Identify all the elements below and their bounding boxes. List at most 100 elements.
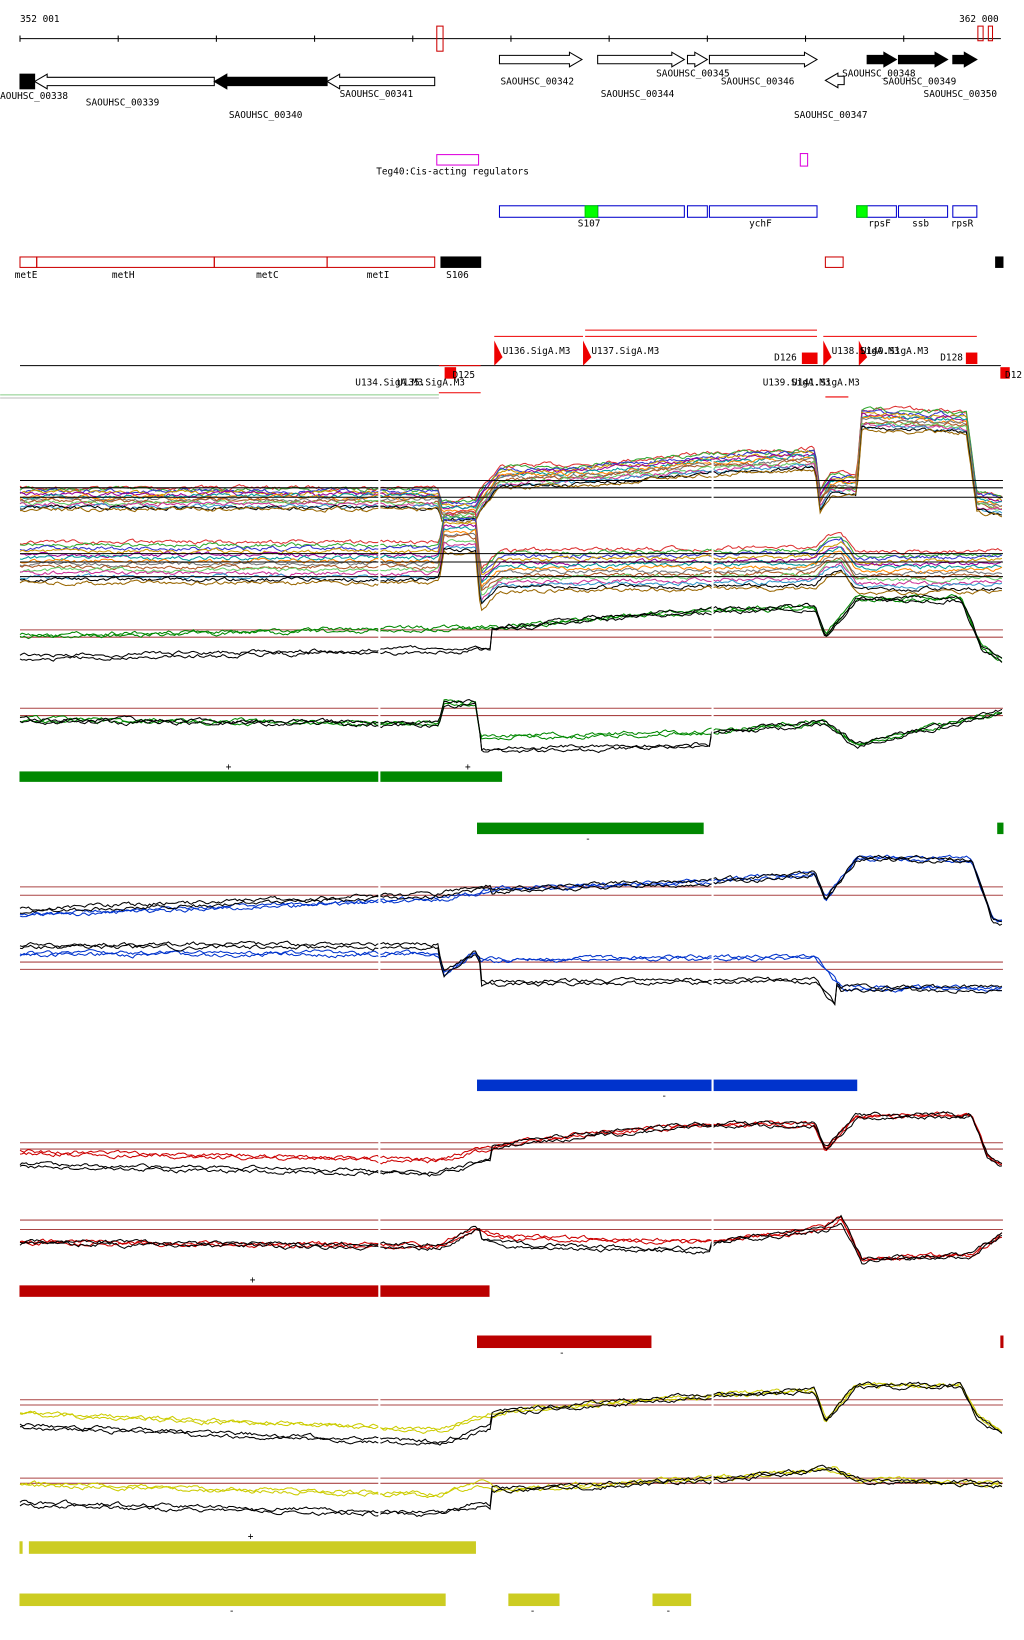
expression-trace <box>19 405 1003 504</box>
tss-flag <box>494 340 503 366</box>
tss-label: U134.SigA.M3 <box>355 377 423 388</box>
operon <box>326 256 436 268</box>
operon-label: metE <box>15 270 38 281</box>
expression-trace <box>19 854 1002 923</box>
bar <box>997 822 1004 835</box>
tss-box <box>444 367 457 379</box>
operon <box>213 256 328 268</box>
strand-sign: - <box>229 1606 235 1617</box>
expression-trace <box>19 940 1003 1006</box>
bar <box>19 1593 446 1607</box>
tss-box <box>801 352 818 365</box>
bar <box>477 1335 652 1349</box>
expression-trace <box>19 1464 1003 1514</box>
tss-box <box>1000 367 1010 379</box>
tss-label: U137.SigA.M3 <box>591 346 659 357</box>
operon-label: ychF <box>749 219 772 230</box>
strand-sign: + <box>465 762 471 773</box>
tss-label: U141.SigA.M3 <box>792 377 860 388</box>
operon-label: ssb <box>912 219 929 230</box>
strand-sign: - <box>666 1606 672 1617</box>
operon <box>686 205 708 218</box>
operon-label: rpsF <box>868 219 891 230</box>
operon-label: metI <box>367 270 390 281</box>
operon-label: metC <box>256 270 279 281</box>
expression-trace <box>19 547 1003 605</box>
expression-trace <box>19 943 1002 1006</box>
expression-trace <box>19 417 1003 515</box>
expression-trace <box>19 521 1003 575</box>
tss-flag <box>858 340 868 366</box>
gene-arrow <box>866 51 898 68</box>
gene-arrow <box>33 73 215 90</box>
gene-arrow <box>824 72 845 89</box>
bar <box>477 822 704 835</box>
expression-trace <box>19 702 1003 745</box>
gene-arrow <box>597 51 686 68</box>
expression-trace <box>19 533 1003 592</box>
strand-sign: - <box>661 1091 667 1102</box>
bar <box>477 1079 858 1092</box>
gene-label: SAOUHSC_00347 <box>794 110 868 121</box>
operon <box>995 256 1004 268</box>
bar <box>28 1541 476 1554</box>
operon <box>597 205 685 218</box>
operon-start <box>584 205 599 218</box>
operon <box>897 205 949 218</box>
expression-trace <box>19 422 1002 521</box>
expression-trace <box>19 1111 1003 1175</box>
operon <box>824 256 844 268</box>
expression-trace <box>19 514 1003 574</box>
gene-label: SAOUHSC_00346 <box>721 77 795 88</box>
gene-arrow <box>686 51 709 68</box>
expression-trace <box>19 1467 1003 1518</box>
bar <box>19 1541 23 1554</box>
gene-arrow <box>326 73 436 90</box>
expression-trace <box>19 545 1003 603</box>
marker <box>436 25 444 52</box>
ruler-label: 362 000 <box>959 14 999 25</box>
expression-trace <box>19 411 1003 508</box>
bar <box>1000 1335 1004 1349</box>
expression-trace <box>19 517 1003 574</box>
expression-trace <box>19 525 1003 584</box>
strand-sign: - <box>530 1606 536 1617</box>
tss-flag <box>583 340 592 366</box>
bar <box>19 1285 490 1297</box>
tss-label: U135.SigA.M3 <box>397 377 465 388</box>
gene-label: SAOUHSC_00340 <box>229 110 303 121</box>
bar <box>19 771 503 782</box>
regulator <box>799 153 809 167</box>
operon <box>19 256 38 268</box>
expression-trace <box>19 509 1002 571</box>
tss-box <box>965 352 978 365</box>
gene <box>19 73 36 90</box>
operon-start <box>856 205 868 218</box>
tss-label: D128 <box>940 352 963 363</box>
expression-trace <box>19 950 1003 993</box>
expression-trace <box>19 541 1003 602</box>
expression-trace <box>19 1216 1003 1262</box>
marker <box>977 25 984 42</box>
operon <box>952 205 978 218</box>
expression-trace <box>19 1222 1003 1265</box>
strand-sign: - <box>585 834 591 845</box>
strand-sign: - <box>559 1348 565 1359</box>
tss-label: U140.SigA.M3 <box>861 346 929 357</box>
tss-label: U138.SigA.M3 <box>832 346 900 357</box>
expression-trace <box>19 1218 1003 1261</box>
expression-trace <box>19 409 1003 505</box>
expression-trace <box>19 538 1002 596</box>
gene-label: SAOUHSC_00345 <box>656 68 729 79</box>
operon <box>440 256 482 268</box>
expression-trace <box>19 703 1003 754</box>
operon-label: metH <box>112 270 135 281</box>
gene-label: SAOUHSC_00350 <box>924 89 998 100</box>
gene-label: SAOUHSC_00342 <box>501 77 575 88</box>
expression-trace <box>19 1466 1003 1497</box>
tss-label: D12 <box>1005 370 1022 381</box>
expression-trace <box>19 1114 1002 1177</box>
expression-trace <box>19 1214 1003 1261</box>
expression-trace <box>19 549 1002 612</box>
